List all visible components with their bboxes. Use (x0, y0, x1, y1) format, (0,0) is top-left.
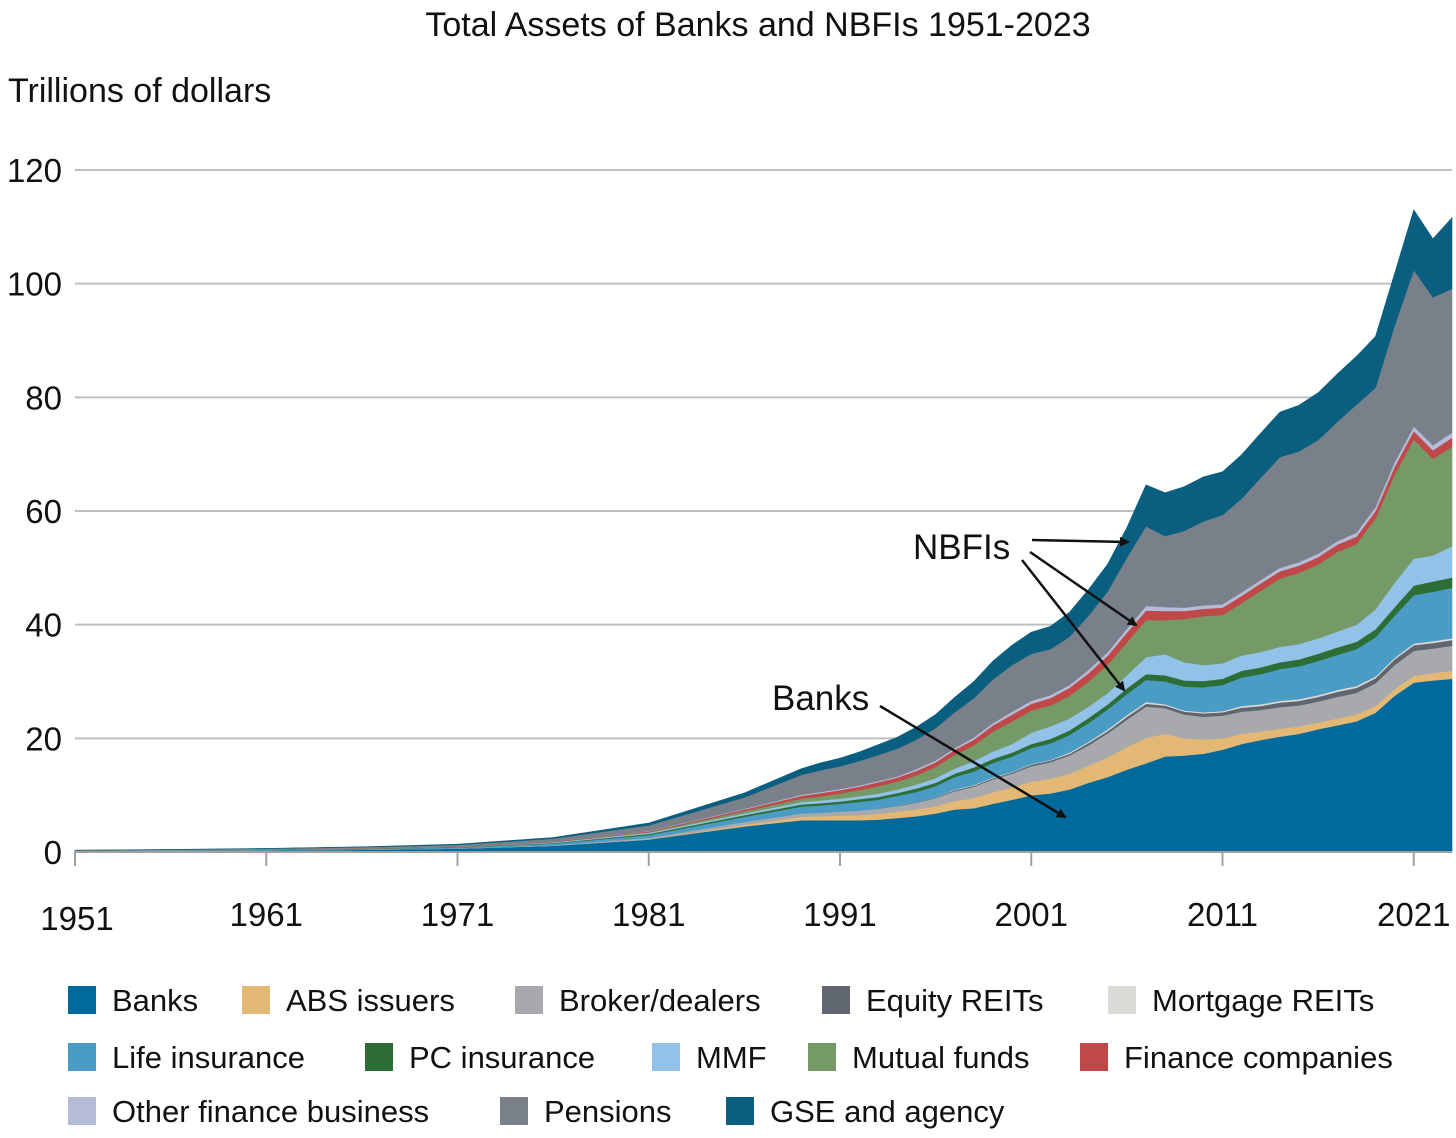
legend-label-pc-insurance: PC insurance (409, 1040, 595, 1075)
y-tick-label-0: 0 (44, 834, 62, 871)
legend-label-finance-companies: Finance companies (1124, 1040, 1393, 1075)
legend-label-mutual-funds: Mutual funds (852, 1040, 1030, 1075)
legend-swatch-life-insurance (68, 1043, 96, 1071)
legend-swatch-finance-companies (1080, 1043, 1108, 1071)
y-tick-label-40: 40 (25, 607, 62, 644)
legend-item-finance-companies: Finance companies (1080, 1040, 1393, 1075)
legend-item-banks: Banks (68, 983, 198, 1018)
legend-label-mmf: MMF (696, 1040, 767, 1075)
legend-swatch-gse-and-agency (726, 1097, 754, 1125)
legend-item-pensions: Pensions (500, 1094, 672, 1129)
legend-label-life-insurance: Life insurance (112, 1040, 305, 1075)
x-tick-label-1991: 1991 (803, 896, 876, 933)
area-gse-and-agency (74, 209, 1453, 851)
legend-swatch-mutual-funds (808, 1043, 836, 1071)
x-tick-label-1971: 1971 (421, 896, 494, 933)
legend: Banks ABS issuers Broker/dealers Equity REI… (68, 983, 1393, 1129)
x-tick-label-1961: 1961 (230, 896, 303, 933)
y-axis-label: Trillions of dollars (8, 72, 271, 110)
legend-item-broker-dealers: Broker/dealers (515, 983, 761, 1018)
arrow-nbfis-mutual-funds (1029, 550, 1138, 627)
legend-label-broker-dealers: Broker/dealers (559, 983, 761, 1018)
arrow-nbfis-life-insurance (1021, 559, 1126, 692)
legend-swatch-mmf (652, 1043, 680, 1071)
legend-label-pensions: Pensions (544, 1094, 672, 1129)
legend-swatch-pc-insurance (365, 1043, 393, 1071)
area-series-group (74, 209, 1453, 853)
x-tick-label-2001: 2001 (995, 896, 1068, 933)
y-tick-label-60: 60 (25, 493, 62, 530)
legend-label-equity-reits: Equity REITs (866, 983, 1043, 1018)
legend-swatch-equity-reits (822, 986, 850, 1014)
legend-item-mortgage-reits: Mortgage REITs (1108, 983, 1374, 1018)
x-tick-label-2021: 2021 (1377, 896, 1450, 933)
axes: 0 20 40 60 80 100 120 1951 1961 1971 1981 1991 2001 2… (7, 152, 1452, 937)
arrow-banks (879, 704, 1067, 819)
legend-item-equity-reits: Equity REITs (822, 983, 1043, 1018)
y-tick-label-20: 20 (25, 720, 62, 757)
y-tick-label-120: 120 (7, 152, 62, 189)
legend-item-mmf: MMF (652, 1040, 767, 1075)
legend-swatch-broker-dealers (515, 986, 543, 1014)
annotation-banks: Banks (772, 679, 869, 718)
annotations: NBFIs Banks (772, 528, 1138, 819)
legend-item-other-finance-business: Other finance business (68, 1094, 429, 1129)
y-tick-label-80: 80 (25, 379, 62, 416)
legend-item-pc-insurance: PC insurance (365, 1040, 595, 1075)
legend-item-abs-issuers: ABS issuers (242, 983, 455, 1018)
legend-item-gse-and-agency: GSE and agency (726, 1094, 1005, 1129)
legend-label-other-finance-business: Other finance business (112, 1094, 429, 1129)
legend-label-banks: Banks (112, 983, 198, 1018)
x-tick-label-2011: 2011 (1187, 896, 1258, 933)
legend-item-life-insurance: Life insurance (68, 1040, 305, 1075)
arrow-nbfis-pensions (1031, 536, 1130, 547)
annotation-nbfis: NBFIs (913, 528, 1010, 567)
x-tick-label-1951: 1951 (40, 900, 113, 937)
legend-label-abs-issuers: ABS issuers (286, 983, 455, 1018)
chart-title: Total Assets of Banks and NBFIs 1951-202… (425, 6, 1090, 44)
legend-swatch-pensions (500, 1097, 528, 1125)
legend-swatch-mortgage-reits (1108, 986, 1136, 1014)
legend-swatch-abs-issuers (242, 986, 270, 1014)
legend-swatch-other-finance-business (68, 1097, 96, 1125)
x-tick-label-1981: 1981 (612, 896, 685, 933)
legend-swatch-banks (68, 986, 96, 1014)
legend-label-gse-and-agency: GSE and agency (770, 1094, 1005, 1129)
y-tick-label-100: 100 (7, 266, 62, 303)
legend-item-mutual-funds: Mutual funds (808, 1040, 1030, 1075)
legend-label-mortgage-reits: Mortgage REITs (1152, 983, 1374, 1018)
